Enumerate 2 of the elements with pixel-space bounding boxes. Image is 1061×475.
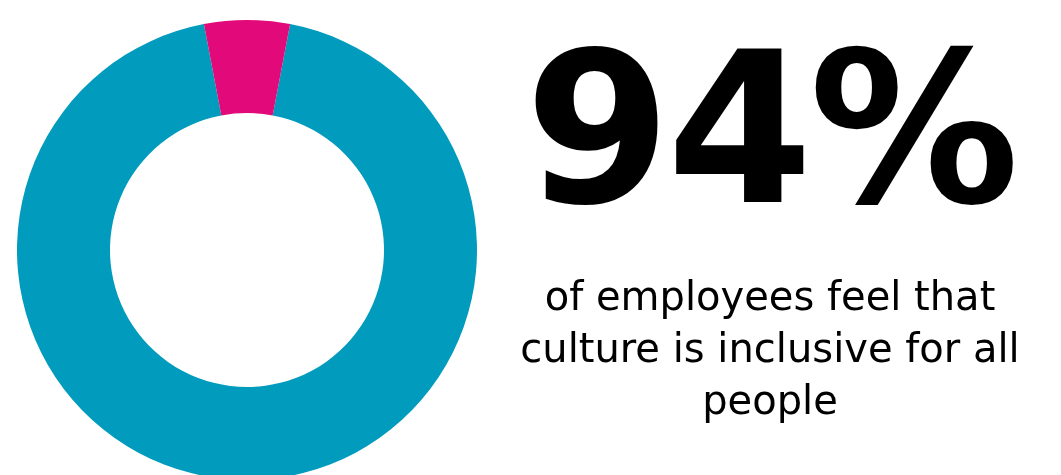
text: of employees feel that culture is inclusive for all people [519, 272, 1021, 425]
chart-title: 94% [524, 7, 1016, 252]
